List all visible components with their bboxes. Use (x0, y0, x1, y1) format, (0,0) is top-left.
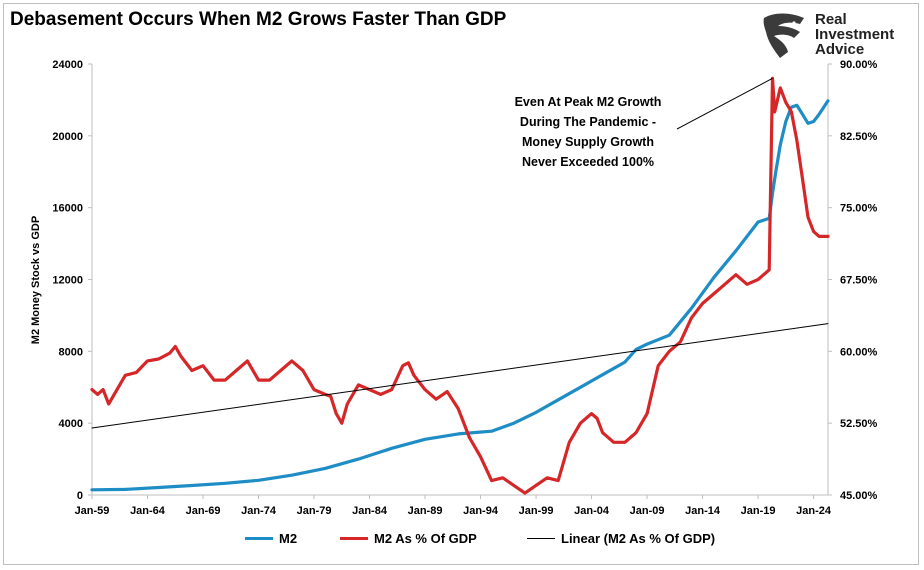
x-tick-label: Jan-24 (796, 505, 832, 517)
logo-text: Real Investment Advice (815, 12, 894, 57)
legend-label-m2: M2 (279, 531, 298, 546)
y-tick-label: 16000 (52, 203, 83, 215)
y2-tick-label: 45.00% (840, 490, 878, 502)
y2-tick-label: 60.00% (840, 346, 878, 358)
y2-tick-label: 67.50% (840, 275, 878, 287)
x-tick-label: Jan-14 (685, 505, 721, 517)
y-axis-title: M2 Money Stock vs GDP (30, 216, 42, 344)
legend-label-ratio: M2 As % Of GDP (374, 531, 477, 546)
legend-swatch-m2 (245, 537, 273, 540)
chart-title: Debasement Occurs When M2 Grows Faster T… (10, 9, 507, 30)
x-tick-label: Jan-69 (186, 505, 221, 517)
x-tick-label: Jan-04 (574, 505, 610, 517)
x-axis-ticks: Jan-59 Jan-64 Jan-69 Jan-74 Jan-79 Jan-84 Jan-… (75, 495, 832, 517)
annotation-text-line: Even At Peak M2 Growth (515, 95, 662, 109)
x-tick-label: Jan-09 (630, 505, 665, 517)
logo-line-2: Investment (815, 26, 895, 43)
series-group (90, 76, 830, 495)
legend: M2 M2 As % Of GDP Linear (M2 As % Of GDP… (0, 531, 924, 553)
annotation-text-line: During The Pandemic - (520, 115, 656, 129)
y-tick-label: 24000 (52, 59, 83, 71)
y2-tick-label: 52.50% (840, 418, 878, 430)
y2-tick-label: 90.00% (840, 59, 878, 71)
y-tick-label: 8000 (59, 346, 83, 358)
x-tick-label: Jan-19 (741, 505, 776, 517)
annotation-text-line: Never Exceeded 100% (522, 155, 654, 169)
logo-line-1: Real (815, 11, 847, 28)
x-tick-label: Jan-99 (519, 505, 554, 517)
annotation-text-line: Money Supply Growth (522, 135, 654, 149)
legend-item-m2: M2 (245, 531, 297, 546)
series-line-linear-trend (91, 323, 829, 429)
logo: Real Investment Advice (760, 12, 910, 60)
x-tick-label: Jan-94 (463, 505, 499, 517)
logo-line-3: Advice (815, 41, 865, 58)
x-tick-label: Jan-59 (75, 505, 110, 517)
legend-label-linear: Linear (M2 As % Of GDP) (561, 531, 716, 546)
legend-item-ratio: M2 As % Of GDP (340, 531, 477, 546)
x-tick-label: Jan-84 (352, 505, 388, 517)
series-line-m2 (90, 99, 830, 492)
axes (91, 64, 829, 496)
legend-swatch-linear (527, 538, 555, 539)
annotation-leader-line (676, 77, 773, 130)
legend-item-linear: Linear (M2 As % Of GDP) (527, 531, 715, 546)
x-tick-label: Jan-64 (130, 505, 166, 517)
x-tick-label: Jan-74 (241, 505, 277, 517)
y-axis-ticks: 0 4000 8000 12000 16000 20000 24000 (52, 59, 92, 502)
series-line-m2-pct-gdp (90, 76, 830, 495)
y2-tick-label: 75.00% (840, 203, 878, 215)
y-tick-label: 0 (77, 490, 83, 502)
y2-axis-ticks: 45.00% 52.50% 60.00% 67.50% 75.00% 82.50% 90.0… (828, 59, 878, 502)
x-tick-label: Jan-89 (408, 505, 443, 517)
y-tick-label: 12000 (52, 275, 83, 287)
annotation: Even At Peak M2 Growth During The Pandemi… (515, 77, 773, 169)
legend-swatch-ratio (340, 537, 368, 540)
y2-tick-label: 82.50% (840, 131, 878, 143)
chart-frame (3, 3, 919, 565)
y-tick-label: 20000 (52, 131, 83, 143)
y-tick-label: 4000 (59, 418, 83, 430)
eagle-head-icon (763, 13, 804, 58)
x-tick-label: Jan-79 (297, 505, 332, 517)
